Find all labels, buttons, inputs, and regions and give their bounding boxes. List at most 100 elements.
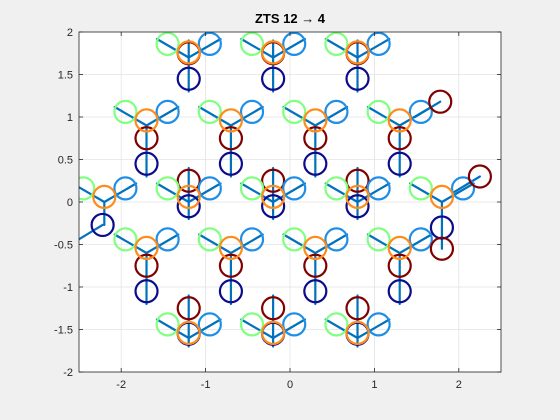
bond-line bbox=[440, 182, 475, 204]
ring-marker bbox=[261, 320, 286, 345]
bond-line bbox=[145, 105, 180, 127]
ring-marker bbox=[134, 253, 159, 278]
ring-marker bbox=[155, 32, 180, 56]
ring-marker bbox=[176, 194, 201, 219]
ring-marker bbox=[239, 312, 265, 337]
ring-marker bbox=[303, 253, 328, 278]
marker-rings bbox=[79, 32, 492, 346]
ring-marker bbox=[324, 227, 349, 252]
x-tick-label: 0 bbox=[287, 379, 293, 391]
bond-line bbox=[324, 318, 359, 340]
bond-line bbox=[366, 105, 401, 127]
ring-marker bbox=[387, 235, 412, 260]
chart-title: ZTS 12 → 4 bbox=[255, 11, 326, 26]
ring-marker bbox=[239, 227, 265, 252]
ring-marker bbox=[176, 40, 201, 65]
y-tick-label: 0 bbox=[67, 197, 73, 209]
ring-marker bbox=[366, 99, 391, 125]
bond-line bbox=[398, 233, 433, 255]
y-tick-label: -2 bbox=[63, 367, 73, 379]
ring-marker bbox=[155, 99, 180, 125]
y-tick-label: -0.5 bbox=[54, 240, 73, 252]
ring-marker bbox=[366, 176, 391, 201]
ring-marker bbox=[429, 236, 455, 261]
bond-line bbox=[79, 223, 104, 241]
x-tick-label: -1 bbox=[201, 379, 211, 391]
ring-marker bbox=[113, 227, 138, 252]
ring-marker bbox=[408, 99, 433, 125]
ring-marker bbox=[134, 151, 159, 176]
bond-line bbox=[229, 105, 264, 127]
ring-marker bbox=[155, 312, 180, 337]
bond-line bbox=[272, 318, 307, 340]
ring-marker bbox=[134, 108, 159, 133]
ring-marker bbox=[467, 164, 492, 189]
ring-marker bbox=[218, 126, 244, 151]
ring-marker bbox=[218, 151, 244, 176]
ring-marker bbox=[261, 168, 286, 193]
ring-marker bbox=[197, 32, 222, 56]
ring-marker bbox=[387, 126, 412, 151]
bond-line bbox=[103, 182, 138, 204]
ring-marker bbox=[345, 296, 370, 321]
bond-line bbox=[366, 233, 401, 255]
ring-marker bbox=[366, 312, 391, 337]
ring-marker bbox=[303, 151, 328, 176]
bond-line bbox=[282, 233, 317, 255]
ring-marker bbox=[303, 279, 328, 304]
bond-line bbox=[272, 182, 307, 204]
bond-line bbox=[272, 37, 307, 59]
bond-line bbox=[198, 233, 233, 255]
bond-line bbox=[240, 37, 275, 59]
ring-marker bbox=[324, 32, 349, 56]
bond-line bbox=[155, 318, 190, 340]
y-tick-label: -1 bbox=[63, 282, 73, 294]
ring-marker bbox=[176, 320, 201, 345]
bond-lines bbox=[79, 37, 481, 348]
ring-marker bbox=[134, 126, 159, 151]
ring-marker bbox=[345, 194, 370, 219]
ring-marker bbox=[282, 227, 307, 252]
bond-line bbox=[155, 182, 190, 204]
bond-line bbox=[356, 182, 391, 204]
y-tick-label: 0.5 bbox=[58, 155, 73, 167]
y-tick-label: 1 bbox=[67, 112, 73, 124]
ring-marker bbox=[345, 66, 370, 91]
ring-marker bbox=[261, 184, 286, 209]
ring-marker bbox=[176, 296, 201, 321]
ring-marker bbox=[303, 126, 328, 151]
ring-marker bbox=[345, 320, 370, 345]
ring-marker bbox=[155, 176, 180, 201]
ring-marker bbox=[282, 99, 307, 125]
ring-marker bbox=[282, 176, 307, 201]
bond-line bbox=[79, 186, 106, 204]
ring-marker bbox=[366, 32, 391, 56]
ring-marker bbox=[239, 176, 265, 201]
ring-marker bbox=[408, 227, 433, 252]
ring-marker bbox=[387, 151, 412, 176]
y-tick-label: -1.5 bbox=[54, 325, 73, 337]
bond-line bbox=[198, 105, 233, 127]
ring-marker bbox=[197, 227, 222, 252]
ring-marker bbox=[113, 99, 138, 125]
ring-marker bbox=[324, 176, 349, 201]
ring-marker bbox=[218, 253, 244, 278]
ring-marker bbox=[134, 279, 159, 304]
bond-line bbox=[356, 318, 391, 340]
ring-marker bbox=[324, 99, 349, 125]
bond-line bbox=[187, 37, 222, 59]
bond-line bbox=[356, 37, 391, 59]
ring-marker bbox=[155, 227, 180, 252]
bond-line bbox=[453, 175, 481, 193]
x-tick-label: -2 bbox=[116, 379, 126, 391]
bond-line bbox=[240, 318, 275, 340]
bond-line bbox=[145, 233, 180, 255]
ring-marker bbox=[113, 176, 138, 201]
bond-line bbox=[240, 182, 275, 204]
bond-line bbox=[324, 182, 359, 204]
ring-marker bbox=[303, 235, 328, 260]
ring-marker bbox=[79, 176, 96, 201]
ring-marker bbox=[197, 312, 222, 337]
bond-line bbox=[113, 233, 148, 255]
